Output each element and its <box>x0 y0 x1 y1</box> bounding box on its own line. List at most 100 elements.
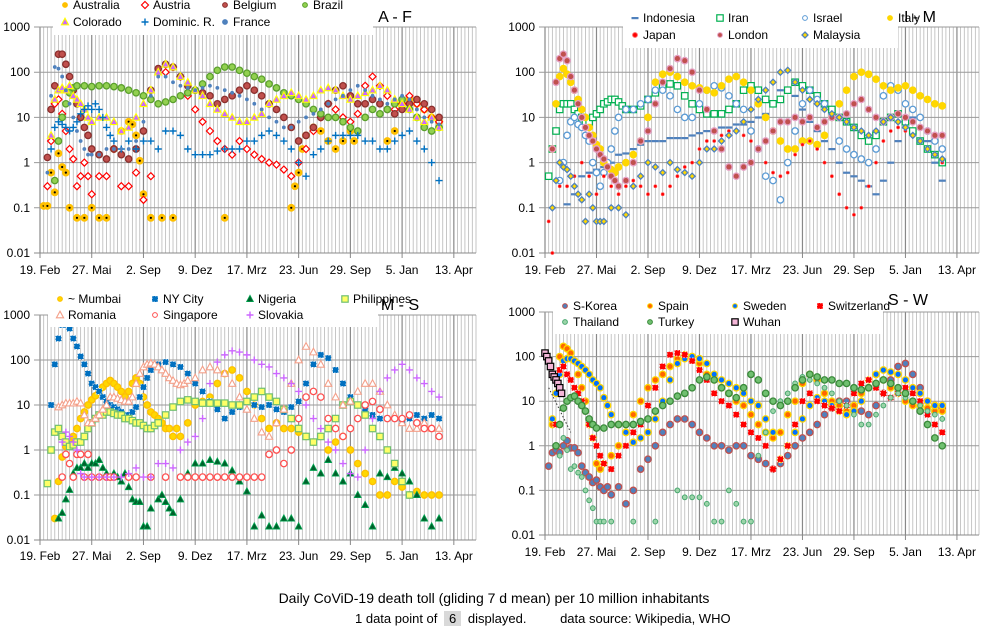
data-point <box>908 370 917 379</box>
legend-item: Slovakia <box>246 308 304 322</box>
data-point <box>629 147 637 151</box>
data-point <box>83 171 93 181</box>
data-point-center <box>341 139 345 143</box>
data-point <box>813 397 821 405</box>
data-point <box>739 401 748 410</box>
data-point <box>821 402 828 409</box>
y-tick-label: 1 <box>528 439 535 453</box>
data-point <box>302 432 310 441</box>
data-point <box>104 147 109 151</box>
data-point <box>857 407 866 415</box>
data-point <box>346 446 355 454</box>
data-point <box>857 68 866 77</box>
data-point <box>198 117 207 127</box>
data-point <box>717 137 726 145</box>
legend-item: Belgium <box>222 0 276 12</box>
data-point <box>589 434 597 442</box>
data-point <box>865 376 873 384</box>
data-point <box>146 171 156 181</box>
data-point <box>791 127 799 135</box>
data-point <box>622 428 630 437</box>
data-point <box>154 494 163 503</box>
data-point <box>176 397 185 406</box>
data-point <box>294 137 303 145</box>
y-tick-label: 10 <box>522 110 536 124</box>
data-point-center <box>334 147 337 151</box>
data-point <box>383 145 391 153</box>
data-point <box>213 358 221 366</box>
data-point <box>404 423 415 432</box>
data-point <box>816 302 824 310</box>
legend-item: France <box>222 15 271 29</box>
legend: Australia Austria Belgium Brazil Colorado Dom… <box>53 0 373 35</box>
data-point <box>304 115 308 120</box>
data-point <box>842 109 851 118</box>
data-point <box>783 397 792 406</box>
data-point <box>556 452 563 459</box>
legend-label: Nigeria <box>258 292 296 306</box>
data-point <box>54 118 62 126</box>
data-point <box>151 295 159 303</box>
data-point <box>353 401 362 409</box>
data-point <box>614 163 623 171</box>
data-point <box>624 184 628 189</box>
x-tick-label: 9. Dez <box>178 549 213 563</box>
data-point <box>332 131 340 139</box>
data-point <box>791 145 799 153</box>
data-point <box>369 415 377 423</box>
data-point <box>147 366 155 374</box>
data-point <box>886 379 895 388</box>
data-point <box>629 105 638 114</box>
data-point <box>570 392 579 400</box>
data-point <box>866 184 871 189</box>
data-point <box>629 410 638 419</box>
data-point <box>102 171 111 181</box>
data-point <box>87 116 97 126</box>
y-tick-label: 0.01 <box>512 246 536 260</box>
data-point <box>938 179 946 182</box>
data-point <box>161 67 170 77</box>
data-point <box>271 417 282 427</box>
data-point <box>725 75 733 84</box>
data-point <box>94 410 104 419</box>
data-point <box>614 420 623 429</box>
data-point-center <box>57 152 60 155</box>
data-point <box>702 373 711 381</box>
data-point <box>636 417 645 426</box>
data-point <box>666 158 674 167</box>
data-point <box>420 99 429 108</box>
data-point <box>191 380 199 387</box>
data-point <box>559 441 568 450</box>
data-point <box>169 127 177 135</box>
data-point <box>857 95 866 104</box>
data-point <box>718 518 725 525</box>
data-point <box>198 90 208 100</box>
data-point <box>555 158 564 167</box>
data-point <box>562 303 568 309</box>
datapoint-step-input[interactable]: 6 <box>444 611 462 626</box>
data-point <box>309 415 317 423</box>
legend-item: Italy <box>887 11 920 25</box>
data-point <box>607 410 616 419</box>
series-wuhan <box>541 349 572 433</box>
data-point <box>666 137 674 140</box>
data-point <box>165 424 174 433</box>
data-point <box>776 137 785 145</box>
data-point <box>375 468 384 477</box>
data-point <box>243 351 251 359</box>
data-point <box>599 155 608 163</box>
data-point <box>732 411 740 419</box>
legend-item: Nigeria <box>245 292 296 306</box>
data-point <box>79 410 89 419</box>
data-point <box>80 105 88 113</box>
data-point <box>333 97 338 102</box>
data-point <box>622 176 630 185</box>
data-point <box>98 404 108 413</box>
data-point <box>901 376 910 384</box>
data-point <box>199 415 207 423</box>
data-point <box>178 83 183 88</box>
data-point <box>348 88 353 93</box>
x-tick-label: 19. Feb <box>20 549 61 563</box>
data-point <box>761 113 770 122</box>
data-point <box>616 192 621 197</box>
